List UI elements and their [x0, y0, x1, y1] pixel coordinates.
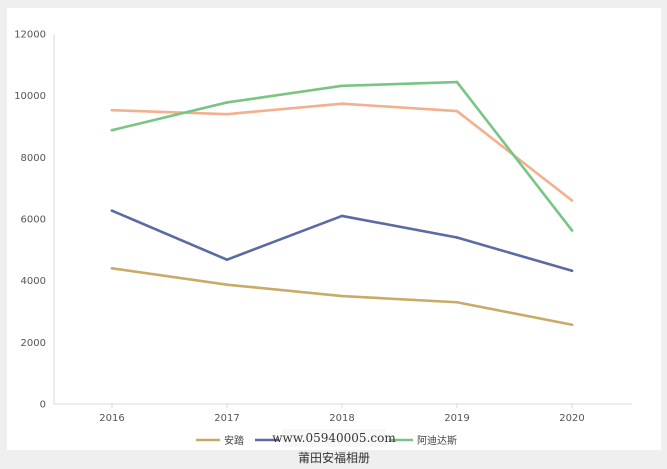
- x-tick-label: 2019: [444, 413, 469, 424]
- data-point: [340, 84, 344, 88]
- legend-label-4: 阿迪达斯: [417, 434, 457, 447]
- y-tick-label: 8000: [21, 153, 46, 164]
- data-point: [340, 294, 344, 298]
- data-point: [225, 283, 229, 286]
- x-tick-label: 2018: [329, 413, 354, 424]
- data-point: [340, 102, 344, 105]
- data-point: [340, 214, 344, 218]
- data-point: [570, 229, 574, 232]
- y-tick-label: 4000: [21, 276, 46, 287]
- legend-label-1: 安踏: [224, 434, 244, 447]
- data-point: [455, 80, 459, 84]
- y-tick-label: 12000: [14, 30, 46, 41]
- data-point: [110, 267, 114, 270]
- watermark: www.05940005.com 莆田安福相册: [272, 429, 396, 465]
- y-tick-label: 0: [40, 400, 46, 411]
- series-lines: [110, 80, 574, 327]
- data-point: [110, 108, 114, 112]
- plot-card: [7, 8, 661, 450]
- x-tick-label: 2016: [99, 413, 124, 424]
- data-point: [570, 323, 574, 327]
- y-tick-label: 2000: [21, 338, 46, 349]
- x-tick-label: 2017: [214, 413, 239, 424]
- data-point: [110, 209, 114, 212]
- axes: 0 2000 4000 6000 8000 10000 12000 2016 2017 2018 2…: [14, 30, 632, 424]
- legend: 安踏 阿迪达斯: [196, 434, 457, 447]
- data-point: [570, 199, 574, 202]
- data-point: [225, 258, 229, 262]
- data-point: [455, 109, 459, 113]
- watermark-caption: 莆田安福相册: [298, 450, 370, 465]
- y-tick-label: 6000: [21, 215, 46, 226]
- data-point: [455, 300, 459, 304]
- data-point: [110, 128, 114, 132]
- watermark-url: www.05940005.com: [272, 431, 396, 445]
- data-point: [455, 236, 459, 239]
- y-tick-label: 10000: [14, 91, 46, 102]
- x-tick-label: 2020: [559, 413, 584, 424]
- watermark-url-box: [282, 429, 386, 447]
- data-point: [225, 112, 229, 116]
- data-point: [225, 101, 229, 104]
- data-point: [570, 269, 574, 273]
